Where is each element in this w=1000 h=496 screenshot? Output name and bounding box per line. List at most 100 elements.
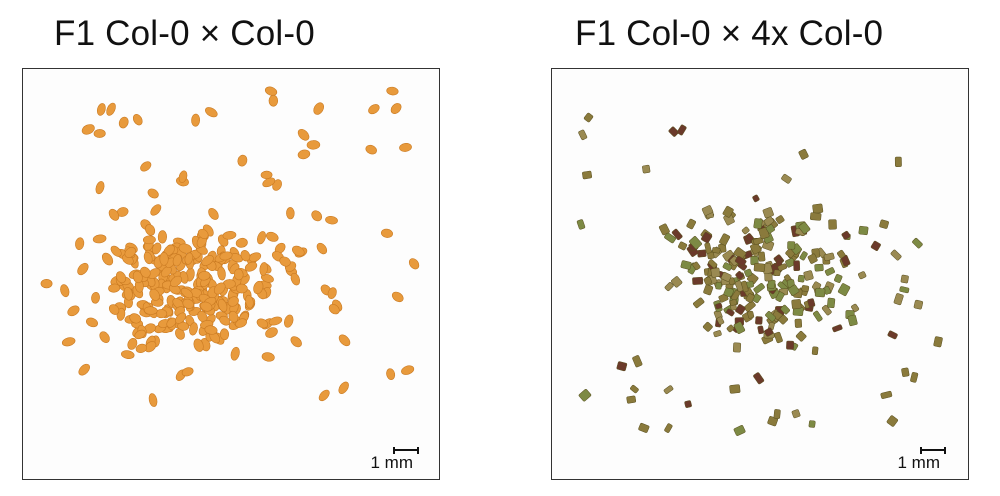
seed [716, 316, 725, 325]
seed [399, 143, 412, 152]
seed [60, 284, 70, 298]
seed [798, 222, 811, 235]
seed [284, 314, 294, 328]
seed [630, 384, 639, 394]
seed [703, 276, 713, 286]
seed [265, 327, 278, 338]
seed [144, 341, 157, 353]
seed [143, 251, 153, 265]
seed [791, 299, 802, 310]
seed [887, 330, 898, 340]
seed [722, 262, 733, 271]
seed [678, 241, 688, 251]
seed [753, 372, 765, 385]
seed [778, 314, 788, 325]
seed [230, 346, 240, 361]
seed [775, 215, 785, 224]
seed [642, 164, 651, 174]
seed [787, 241, 796, 250]
seed [96, 103, 106, 116]
seed [327, 287, 337, 299]
seed [142, 235, 156, 245]
seed [858, 271, 867, 280]
seed [286, 207, 295, 220]
seed [753, 263, 766, 272]
seed [663, 385, 674, 395]
seed [899, 286, 910, 294]
seed [279, 256, 291, 267]
seed [178, 170, 188, 183]
seed [124, 247, 137, 258]
seed [78, 363, 90, 376]
seed [257, 231, 266, 245]
seed [721, 271, 732, 282]
seed [386, 368, 396, 380]
seed [713, 330, 722, 338]
seed [701, 231, 713, 244]
scale-bar-line-right [919, 447, 946, 454]
seed [658, 223, 670, 236]
seed [910, 372, 919, 383]
seed [686, 218, 696, 230]
seed [744, 233, 754, 243]
seed [177, 321, 190, 331]
seed [184, 252, 194, 265]
seed [259, 262, 268, 276]
seed [268, 94, 279, 107]
seed [638, 422, 650, 433]
seed [880, 390, 893, 399]
seed [726, 308, 735, 317]
seed [733, 321, 746, 334]
seed [797, 274, 805, 283]
seed [753, 283, 765, 294]
seed [101, 252, 114, 266]
seed [664, 232, 676, 244]
seed [664, 423, 673, 433]
seed [328, 304, 340, 315]
panel-title-right: F1 Col-0 × 4x Col-0 [575, 14, 884, 53]
seed [773, 409, 781, 419]
seed [390, 103, 402, 114]
seed [764, 327, 774, 337]
seed [735, 271, 744, 280]
seed [92, 234, 107, 244]
seed [777, 263, 788, 272]
seed [870, 240, 881, 251]
seed [632, 355, 643, 368]
seed [261, 352, 275, 362]
seed [708, 259, 718, 269]
seed [290, 272, 301, 286]
seed [692, 261, 701, 271]
seed [824, 267, 835, 276]
seed [91, 291, 100, 304]
seed [799, 251, 808, 261]
seed [671, 276, 683, 288]
seed [753, 237, 764, 245]
seed [260, 273, 274, 283]
seed [253, 280, 264, 295]
seed [170, 275, 183, 287]
seed [213, 282, 226, 295]
seed [741, 280, 749, 293]
seed [217, 266, 226, 281]
seed [704, 242, 712, 254]
seed [311, 210, 323, 222]
seed [240, 250, 251, 262]
seed [808, 420, 816, 428]
seed [166, 317, 177, 328]
seed [813, 310, 823, 322]
seed [879, 219, 889, 229]
scale-bar-right: 1 mm [898, 447, 946, 473]
seed [701, 205, 714, 216]
seed [67, 305, 80, 317]
seed [150, 204, 162, 216]
seed [235, 318, 247, 328]
seed [693, 297, 705, 309]
seed [729, 384, 741, 394]
seed [689, 236, 702, 250]
seed [837, 283, 851, 296]
seed [266, 231, 279, 242]
seed [86, 317, 98, 328]
seed [812, 203, 824, 214]
seed-scatter-left [23, 69, 439, 479]
